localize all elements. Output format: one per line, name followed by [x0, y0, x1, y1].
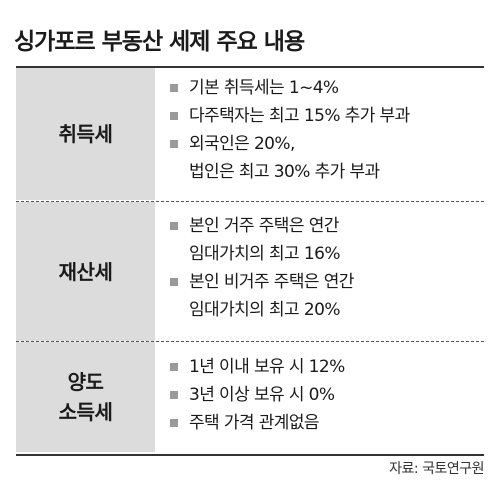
square-bullet-icon: [170, 222, 178, 230]
list-item: 기본 취득세는 1~4%: [169, 74, 480, 102]
table-row-acquisition-tax: 취득세 기본 취득세는 1~4% 다주택자는 최고 15% 추가 부과 외국인은…: [16, 68, 484, 200]
item-list: 기본 취득세는 1~4% 다주택자는 최고 15% 추가 부과 외국인은 20%…: [169, 74, 480, 186]
category-cell: 취득세: [16, 68, 155, 200]
square-bullet-icon: [170, 140, 178, 148]
item-list: 1년 이내 보유 시 12% 3년 이상 보유 시 0% 주택 가격 관계없음: [169, 353, 480, 437]
square-bullet-icon: [170, 419, 178, 427]
item-text: 외국인은 20%, 법인은 최고 30% 추가 부과: [189, 134, 380, 182]
list-item: 1년 이내 보유 시 12%: [169, 353, 480, 381]
square-bullet-icon: [170, 112, 178, 120]
tax-table: 취득세 기본 취득세는 1~4% 다주택자는 최고 15% 추가 부과 외국인은…: [16, 66, 484, 456]
square-bullet-icon: [170, 391, 178, 399]
row-divider: [16, 201, 484, 202]
category-label: 취득세: [58, 122, 113, 146]
item-text: 1년 이내 보유 시 12%: [189, 357, 345, 377]
item-text: 3년 이상 보유 시 0%: [189, 385, 335, 405]
list-item: 주택 가격 관계없음: [169, 409, 480, 437]
table-row-capital-gains-tax: 양도 소득세 1년 이내 보유 시 12% 3년 이상 보유 시 0% 주택 가…: [16, 342, 484, 452]
source-credit: 자료: 국토연구원: [389, 461, 484, 477]
item-text: 기본 취득세는 1~4%: [189, 78, 339, 98]
list-item: 다주택자는 최고 15% 추가 부과: [169, 102, 480, 130]
list-item: 외국인은 20%, 법인은 최고 30% 추가 부과: [169, 130, 480, 186]
item-text: 본인 비거주 주택은 연간 임대가치의 최고 20%: [189, 272, 354, 320]
item-text: 주택 가격 관계없음: [189, 413, 320, 433]
list-item: 3년 이상 보유 시 0%: [169, 381, 480, 409]
square-bullet-icon: [170, 363, 178, 371]
category-cell: 재산세: [16, 202, 155, 341]
square-bullet-icon: [170, 278, 178, 286]
item-text: 본인 거주 주택은 연간 임대가치의 최고 16%: [189, 216, 340, 264]
category-label: 재산세: [58, 259, 113, 284]
category-label: 양도 소득세: [58, 370, 113, 424]
list-item: 본인 비거주 주택은 연간 임대가치의 최고 20%: [169, 268, 480, 324]
item-list: 본인 거주 주택은 연간 임대가치의 최고 16% 본인 비거주 주택은 연간 …: [169, 212, 480, 324]
table-row-property-tax: 재산세 본인 거주 주택은 연간 임대가치의 최고 16% 본인 비거주 주택은…: [16, 202, 484, 341]
item-text: 다주택자는 최고 15% 추가 부과: [189, 106, 410, 126]
list-item: 본인 거주 주택은 연간 임대가치의 최고 16%: [169, 212, 480, 268]
category-cell: 양도 소득세: [16, 342, 155, 452]
square-bullet-icon: [170, 84, 178, 92]
page-title: 싱가포르 부동산 세제 주요 내용: [14, 29, 305, 55]
row-divider: [16, 341, 484, 342]
